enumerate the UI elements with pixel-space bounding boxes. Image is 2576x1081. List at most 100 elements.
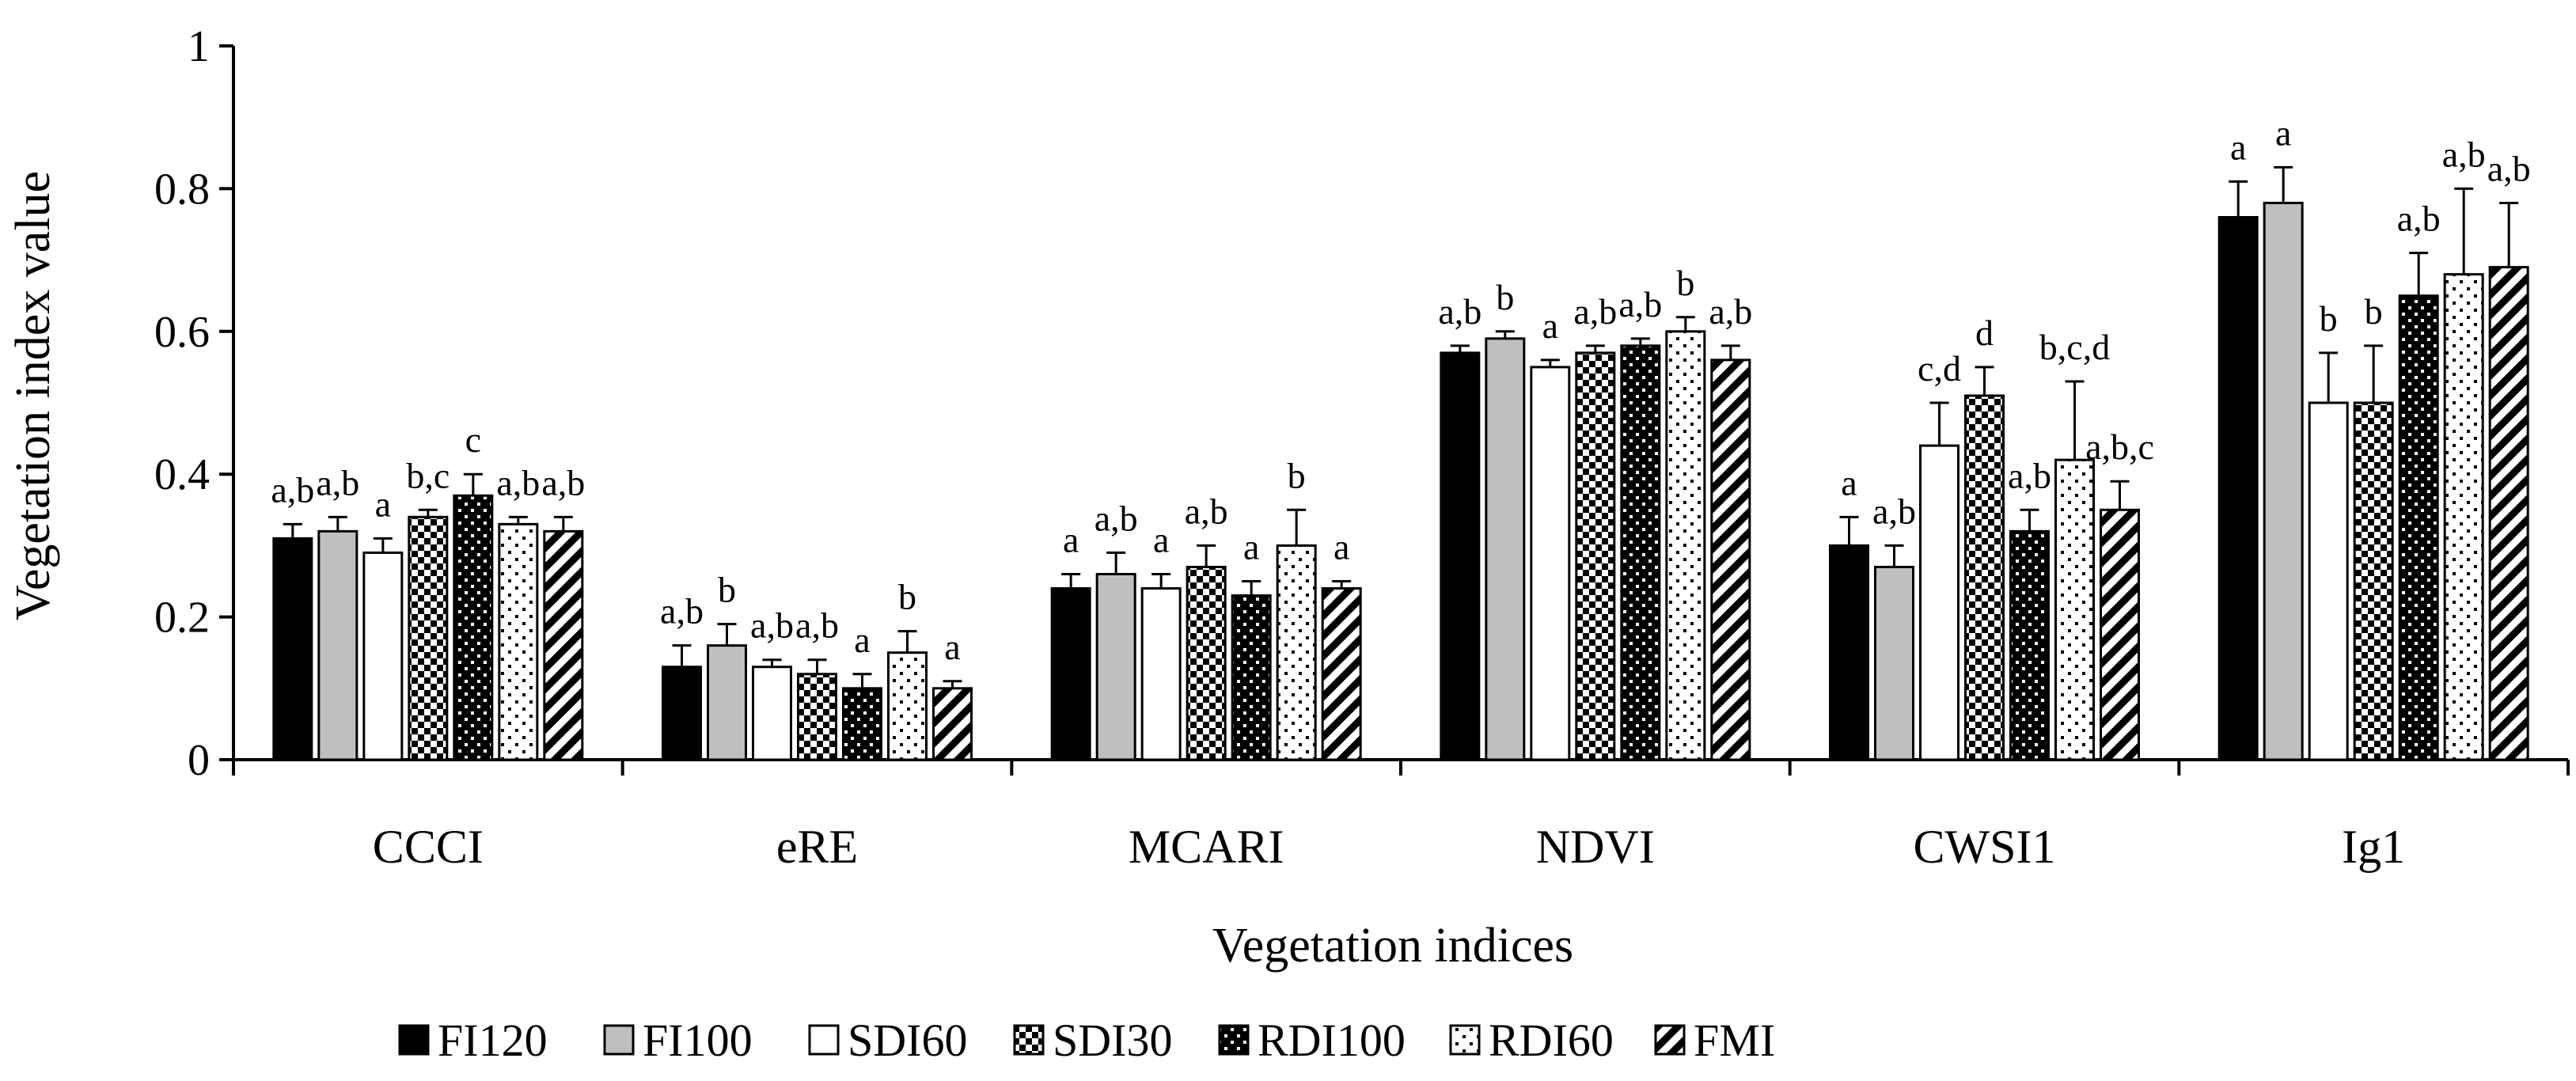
bar (1919, 444, 1960, 761)
legend-swatch (603, 1024, 635, 1056)
significance-label: d (1975, 313, 1994, 353)
significance-label: a,b (2008, 455, 2051, 495)
category-label: NDVI (1536, 821, 1655, 873)
significance-label: a (1542, 305, 1558, 346)
legend: FI120 FI100 SDI60 SDI30 RDI100 RDI60 FMI (398, 1015, 1775, 1066)
legend-swatch (1218, 1024, 1250, 1056)
category-label: CCCI (373, 821, 484, 873)
legend-label: SDI60 (848, 1015, 967, 1066)
bar (1186, 565, 1227, 761)
bar (317, 529, 359, 761)
significance-label: a (1063, 519, 1079, 559)
bar (1276, 544, 1317, 761)
bar (2398, 294, 2439, 761)
significance-label: a (944, 627, 960, 667)
significance-label: a (1841, 462, 1857, 503)
bar (362, 551, 404, 761)
bar (2353, 401, 2394, 761)
bar (2443, 273, 2484, 761)
bar (662, 666, 702, 761)
category-label: eRE (776, 821, 858, 873)
bar (1620, 344, 1661, 761)
significance-label: a (375, 484, 391, 524)
category-label: MCARI (1129, 821, 1284, 873)
bar (2009, 529, 2050, 761)
significance-label: b (718, 570, 736, 610)
significance-label: a (2275, 112, 2291, 153)
bar (2100, 508, 2140, 761)
legend-label: FI120 (438, 1015, 548, 1066)
bar (1440, 351, 1481, 761)
bar (498, 522, 539, 761)
significance-label: b,c (406, 455, 450, 495)
legend-swatch (1449, 1024, 1481, 1056)
significance-label: b (2320, 298, 2338, 339)
significance-label: a (854, 620, 870, 660)
significance-label: a,b (316, 462, 359, 503)
bar (1575, 351, 1616, 761)
bar (453, 494, 494, 761)
bar (1874, 565, 1914, 761)
significance-label: a,b (271, 469, 314, 510)
bar (2054, 458, 2095, 761)
significance-label: a (1153, 519, 1169, 559)
significance-label: a,b (496, 462, 540, 503)
y-tick-label: 0.4 (154, 450, 210, 499)
significance-label: b,c,d (2039, 327, 2110, 367)
category-label: Ig1 (2342, 821, 2405, 873)
significance-label: a,b (1438, 291, 1481, 332)
bar (1485, 337, 1526, 761)
bar (1530, 366, 1571, 761)
bar (408, 515, 449, 761)
significance-label: c (465, 419, 481, 460)
significance-label: a,b (1095, 498, 1138, 538)
y-tick-label: 0 (188, 736, 210, 785)
significance-label: a,b (1709, 291, 1752, 332)
bar (932, 687, 973, 761)
significance-label: a,b (2442, 134, 2486, 174)
bar (543, 529, 584, 761)
legend-label: RDI60 (1489, 1015, 1614, 1066)
bar (2263, 201, 2304, 761)
bar (1050, 587, 1091, 761)
bar (1140, 587, 1182, 761)
legend-swatch (1654, 1024, 1686, 1056)
significance-label: a,b (795, 605, 839, 646)
y-tick-label: 0.6 (154, 308, 210, 357)
x-axis-title: Vegetation indices (1212, 919, 1573, 973)
significance-label: c,d (1918, 348, 1961, 389)
significance-label: b (2365, 291, 2383, 332)
bar (1964, 394, 2005, 761)
significance-label: a (1243, 527, 1259, 567)
bar (842, 687, 882, 761)
significance-label: b (898, 577, 916, 617)
bar (1665, 330, 1706, 761)
bar (1231, 594, 1272, 761)
significance-label: b (1288, 455, 1306, 495)
significance-label: b (1676, 263, 1694, 303)
significance-label: a (2230, 127, 2246, 167)
legend-label: FMI (1694, 1015, 1775, 1066)
bar (1321, 587, 1362, 761)
bar (1829, 544, 1869, 761)
significance-label: a,b (541, 462, 585, 503)
y-tick-label: 0.8 (154, 165, 210, 214)
significance-label: a,b (1618, 284, 1662, 324)
category-label: CWSI1 (1914, 821, 2056, 873)
significance-label: a,b (1872, 491, 1916, 531)
significance-label: b (1496, 277, 1514, 317)
significance-label: a (1334, 527, 1349, 567)
bar (707, 644, 747, 761)
bar (752, 666, 792, 761)
legend-label: FI100 (643, 1015, 753, 1066)
y-tick-label: 1 (188, 22, 210, 71)
y-axis-title: Vegetation index value (6, 171, 60, 620)
bar (1095, 572, 1136, 761)
bar (2308, 401, 2349, 761)
significance-label: a,b (750, 605, 794, 646)
bar (1710, 358, 1751, 761)
legend-swatch (398, 1024, 430, 1056)
